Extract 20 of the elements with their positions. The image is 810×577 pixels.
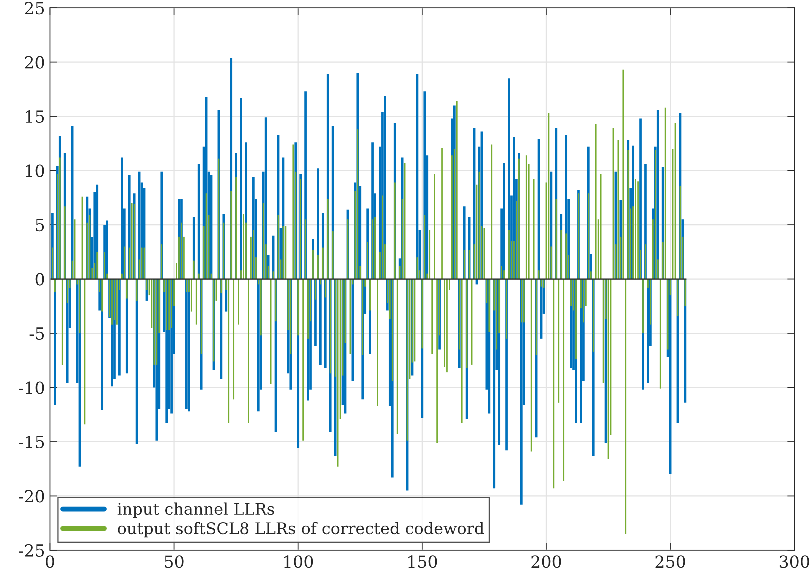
y-tick-label: -15 xyxy=(19,436,44,449)
y-tick-label: -5 xyxy=(30,328,44,340)
legend-label: output softSCL8 LLRs of corrected codeword xyxy=(118,522,484,538)
legend-label: input channel LLRs xyxy=(118,502,274,518)
x-tick-label: 300 xyxy=(780,556,810,568)
x-tick-label: 50 xyxy=(165,556,184,568)
x-tick-label: 150 xyxy=(408,556,438,568)
x-tick-label: 100 xyxy=(284,556,314,568)
x-tick-label: 250 xyxy=(656,556,686,568)
y-tick-label: 20 xyxy=(25,56,44,69)
x-tick-label: 200 xyxy=(532,556,562,568)
x-tick-label: 0 xyxy=(46,556,54,568)
y-tick-label: 5 xyxy=(36,219,44,232)
y-tick-label: -20 xyxy=(19,490,44,503)
y-tick-label: 15 xyxy=(26,110,44,124)
y-tick-label: -25 xyxy=(19,544,44,558)
y-tick-label: 10 xyxy=(26,164,44,178)
y-tick-label: -10 xyxy=(19,382,44,394)
y-tick-label: 0 xyxy=(36,273,44,286)
y-tick-label: 25 xyxy=(25,2,44,15)
